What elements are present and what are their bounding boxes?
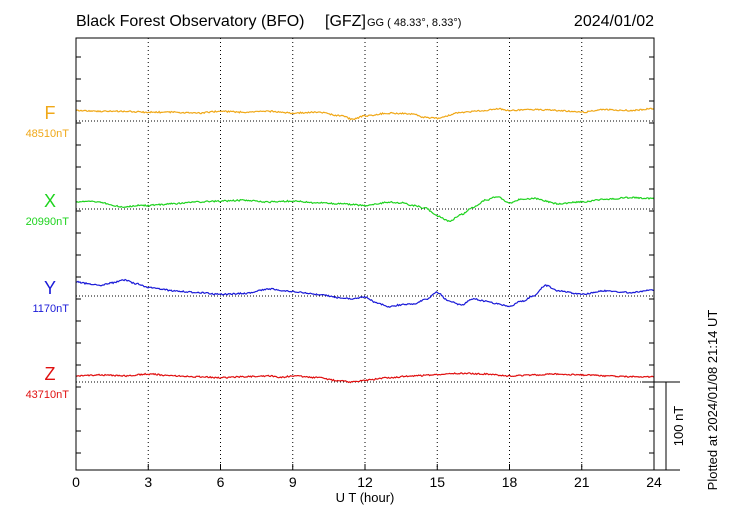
x-axis: 0 3 6 9 12 15 18 21 24 — [72, 464, 662, 490]
series-name-f: F — [45, 103, 56, 123]
series-name-y: Y — [44, 278, 56, 298]
plotted-at-note: Plotted at 2024/01/08 21:14 UT — [705, 310, 720, 491]
x-tick-label-21: 21 — [574, 474, 590, 490]
series-baseline-f: 48510nT — [26, 128, 70, 140]
x-tick-label-15: 15 — [429, 474, 445, 490]
series-baseline-z: 43710nT — [26, 389, 70, 401]
series-line-f — [75, 107, 655, 121]
series-lines — [75, 107, 655, 384]
series-line-z — [76, 372, 655, 384]
x-tick-label-18: 18 — [502, 474, 518, 490]
x-axis-label: U T (hour) — [336, 490, 395, 505]
x-tick-label-0: 0 — [72, 474, 80, 490]
scale-bar: 100 nT — [642, 381, 686, 471]
scale-bar-label: 100 nT — [671, 406, 686, 447]
x-tick-label-12: 12 — [357, 474, 373, 490]
x-tick-label-6: 6 — [217, 474, 225, 490]
baselines — [76, 120, 654, 383]
x-tick-label-9: 9 — [289, 474, 297, 490]
x-tick-label-3: 3 — [144, 474, 152, 490]
series-baseline-y: 1170nT — [33, 303, 70, 315]
institute-label: [GFZ] — [325, 13, 366, 30]
chart-date: 2024/01/02 — [574, 13, 654, 30]
series-name-x: X — [44, 191, 56, 211]
chart-title: Black Forest Observatory (BFO) — [76, 13, 305, 30]
left-tick-marks — [76, 56, 654, 454]
series-line-y — [75, 278, 655, 308]
coordinates-label: GG ( 48.33°, 8.33°) — [367, 17, 461, 29]
series-baseline-x: 20990nT — [26, 216, 70, 228]
x-tick-label-24: 24 — [646, 474, 662, 490]
series-name-z: Z — [45, 364, 56, 384]
series-line-x — [75, 196, 655, 223]
grid-lines — [147, 38, 583, 470]
series-labels: F 48510nT X 20990nT Y 1170nT Z 43710nT — [26, 103, 70, 401]
